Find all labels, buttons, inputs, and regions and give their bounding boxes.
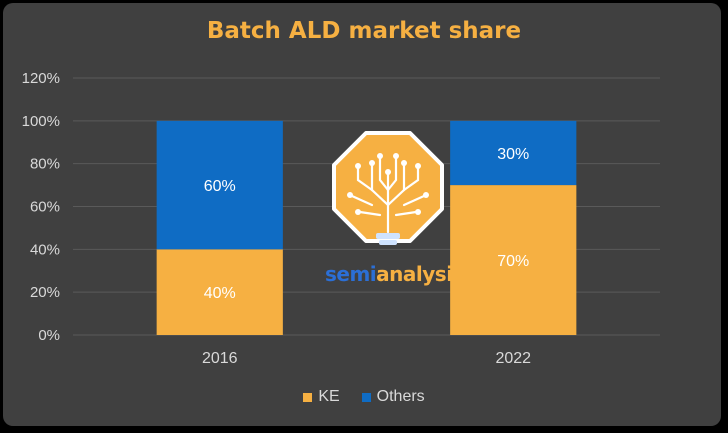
x-tick-label: 2022 (495, 350, 531, 367)
logo-word-semi: semi (325, 262, 377, 286)
bar-ke-2022 (450, 185, 577, 335)
y-tick-label: 40% (30, 241, 60, 258)
y-tick-label: 60% (30, 199, 60, 216)
x-tick-label: 2016 (202, 350, 238, 367)
semianalysis-logo-icon (332, 131, 444, 245)
data-label-ke-2016: 40% (204, 285, 236, 302)
legend-item-others: Others (361, 388, 425, 406)
logo-wordmark: semianalysis (325, 262, 464, 286)
y-tick-label: 100% (22, 113, 60, 130)
bar-ke-2016 (156, 249, 283, 335)
legend-swatch-ke (303, 392, 313, 402)
legend: KE Others (0, 388, 728, 406)
legend-label-others: Others (376, 388, 425, 405)
data-label-ke-2022: 70% (497, 253, 529, 270)
data-label-others-2016: 60% (204, 178, 236, 195)
chart-title: Batch ALD market share (206, 18, 522, 44)
y-tick-label: 80% (30, 156, 60, 173)
legend-label-ke: KE (318, 388, 340, 405)
legend-item-ke: KE (303, 388, 340, 406)
y-tick-label: 20% (30, 284, 60, 301)
data-label-others-2022: 30% (497, 146, 529, 163)
bar-others-2022 (450, 120, 577, 186)
y-tick-label: 120% (22, 70, 60, 87)
y-axis-ticks: 0% 20% 40% 60% 80% 100% 120% (22, 70, 60, 344)
legend-swatch-others (361, 392, 371, 402)
bars (156, 120, 577, 335)
x-axis-ticks: 2016 2022 (202, 350, 531, 367)
bar-others-2016 (156, 120, 283, 250)
y-tick-label: 0% (38, 327, 60, 344)
logo-word-analysis: analysis (376, 262, 464, 286)
data-labels: 40% 60% 70% 30% (204, 146, 530, 302)
